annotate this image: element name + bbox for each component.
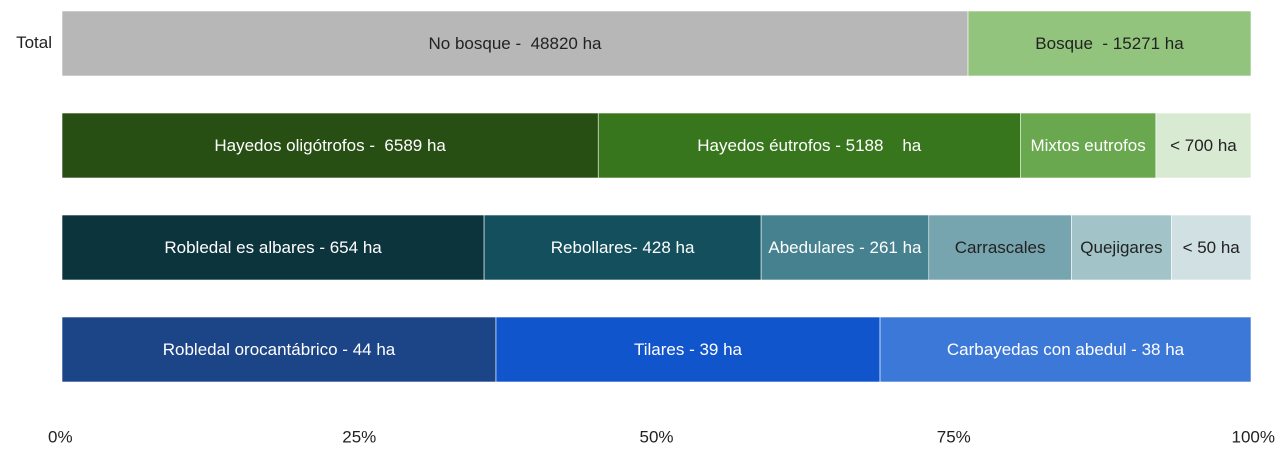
segment-label: Hayedos oligótrofos - 6589 ha: [214, 136, 446, 155]
segment-label: Hayedos éutrofos - 5188 ha: [697, 136, 922, 155]
segment-label: Rebollares- 428 ha: [551, 238, 695, 257]
x-tick-label: 75%: [937, 427, 971, 446]
bar-segment: [879, 316, 1252, 383]
bar-segment: [1171, 214, 1252, 281]
bar-segment: [61, 10, 969, 77]
bar-segment: [61, 112, 599, 179]
segment-label: Abedulares - 261 ha: [768, 238, 922, 257]
segment-label: Carbayedas con abedul - 38 ha: [947, 340, 1185, 359]
bar-segment: [597, 112, 1021, 179]
segment-label: Robledal es albares - 654 ha: [164, 238, 382, 257]
bar-segment: [61, 214, 485, 281]
segment-label: Carrascales: [955, 238, 1046, 257]
bar-segment: [967, 10, 1252, 77]
bar-segment: [483, 214, 762, 281]
x-tick-label: 25%: [342, 427, 376, 446]
segment-label: No bosque - 48820 ha: [429, 34, 603, 53]
segment-label: Mixtos eutrofos: [1030, 136, 1145, 155]
bar-segment: [495, 316, 881, 383]
segment-label: Robledal orocantábrico - 44 ha: [163, 340, 396, 359]
x-tick-label: 100%: [1232, 427, 1275, 446]
segment-label: < 50 ha: [1183, 238, 1241, 257]
row-label: Total: [16, 33, 52, 52]
bar-segment: [61, 316, 497, 383]
bar-segment: [928, 214, 1072, 281]
segment-label: Tilares - 39 ha: [634, 340, 743, 359]
x-tick-label: 50%: [639, 427, 673, 446]
segment-label: Bosque - 15271 ha: [1035, 34, 1184, 53]
bar-segment: [760, 214, 930, 281]
segment-label: < 700 ha: [1170, 136, 1237, 155]
bar-segment: [1020, 112, 1157, 179]
x-tick-label: 0%: [48, 427, 73, 446]
segment-label: Quejigares: [1080, 238, 1162, 257]
bar-segment: [1155, 112, 1252, 179]
